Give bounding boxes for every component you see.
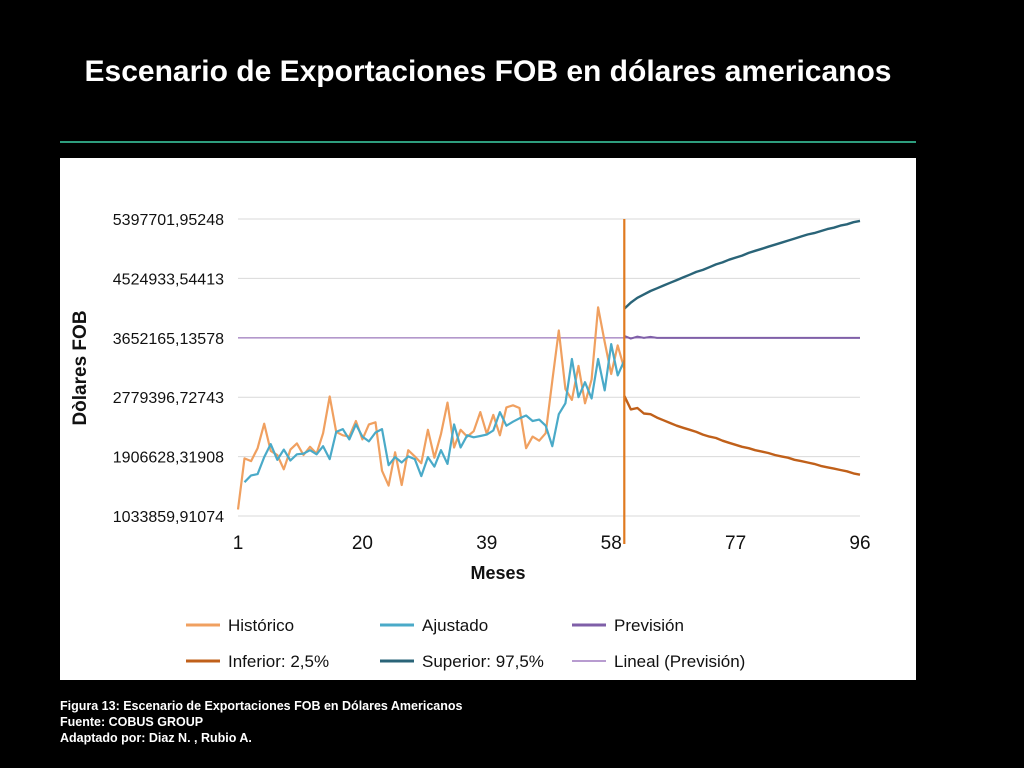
legend-label: Histórico bbox=[228, 616, 294, 635]
legend-label: Superior: 97,5% bbox=[422, 652, 544, 671]
legend-item-lineal-previsi-n: Lineal (Previsión) bbox=[572, 652, 745, 671]
series-line-inferior-2-5 bbox=[623, 395, 861, 476]
legend-item-superior-97-5: Superior: 97,5% bbox=[380, 652, 544, 671]
x-tick-label: 96 bbox=[849, 533, 870, 554]
y-tick-labels: 1033859,91074 1906628,31908 2779396,72743 3… bbox=[113, 212, 224, 526]
legend-item-previsi-n: Previsión bbox=[572, 616, 684, 635]
slide-title: Escenario de Exportaciones FOB en dólare… bbox=[84, 55, 892, 88]
series-line-superior-97-5 bbox=[623, 219, 861, 310]
caption-figure: Figura 13: Escenario de Exportaciones FO… bbox=[60, 699, 463, 713]
y-tick-label: 1906628,31908 bbox=[113, 450, 224, 467]
y-tick-label: 3652165,13578 bbox=[113, 331, 224, 348]
legend-label: Previsión bbox=[614, 616, 684, 635]
y-tick-label: 2779396,72743 bbox=[113, 390, 224, 407]
grid-lines bbox=[238, 218, 860, 517]
y-tick-label: 4524933,54413 bbox=[113, 271, 224, 288]
title-divider bbox=[60, 141, 916, 143]
series-lines bbox=[236, 219, 861, 544]
y-tick-label: 1033859,91074 bbox=[113, 509, 224, 526]
x-tick-label: 20 bbox=[352, 533, 373, 554]
chart-panel: 1033859,91074 1906628,31908 2779396,72743 3… bbox=[60, 158, 916, 680]
legend-label: Ajustado bbox=[422, 616, 488, 635]
x-tick-label: 1 bbox=[233, 533, 244, 554]
x-tick-label: 77 bbox=[725, 533, 746, 554]
export-scenario-chart: 1033859,91074 1906628,31908 2779396,72743 3… bbox=[70, 212, 871, 671]
x-tick-label: 39 bbox=[476, 533, 497, 554]
legend-item-ajustado: Ajustado bbox=[380, 616, 488, 635]
legend: Histórico Ajustado Previsión Inferior: 2,5%… bbox=[186, 616, 745, 671]
caption-adapted: Adaptado por: Diaz N. , Rubio A. bbox=[60, 731, 252, 745]
figure-caption: Figura 13: Escenario de Exportaciones FO… bbox=[60, 698, 920, 746]
legend-label: Inferior: 2,5% bbox=[228, 652, 329, 671]
y-tick-label: 5397701,95248 bbox=[113, 212, 224, 229]
legend-item-hist-rico: Histórico bbox=[186, 616, 294, 635]
x-axis-label: Meses bbox=[470, 563, 525, 583]
x-tick-labels: 1 20 39 58 77 96 bbox=[233, 533, 871, 554]
x-tick-label: 58 bbox=[601, 533, 622, 554]
y-axis-label: Dòlares FOB bbox=[70, 310, 91, 425]
caption-source: Fuente: COBUS GROUP bbox=[60, 715, 204, 729]
legend-label: Lineal (Previsión) bbox=[614, 652, 745, 671]
legend-item-inferior-2-5: Inferior: 2,5% bbox=[186, 652, 329, 671]
series-line-ajustado bbox=[243, 343, 626, 483]
series-line-previsi-n bbox=[623, 334, 860, 340]
